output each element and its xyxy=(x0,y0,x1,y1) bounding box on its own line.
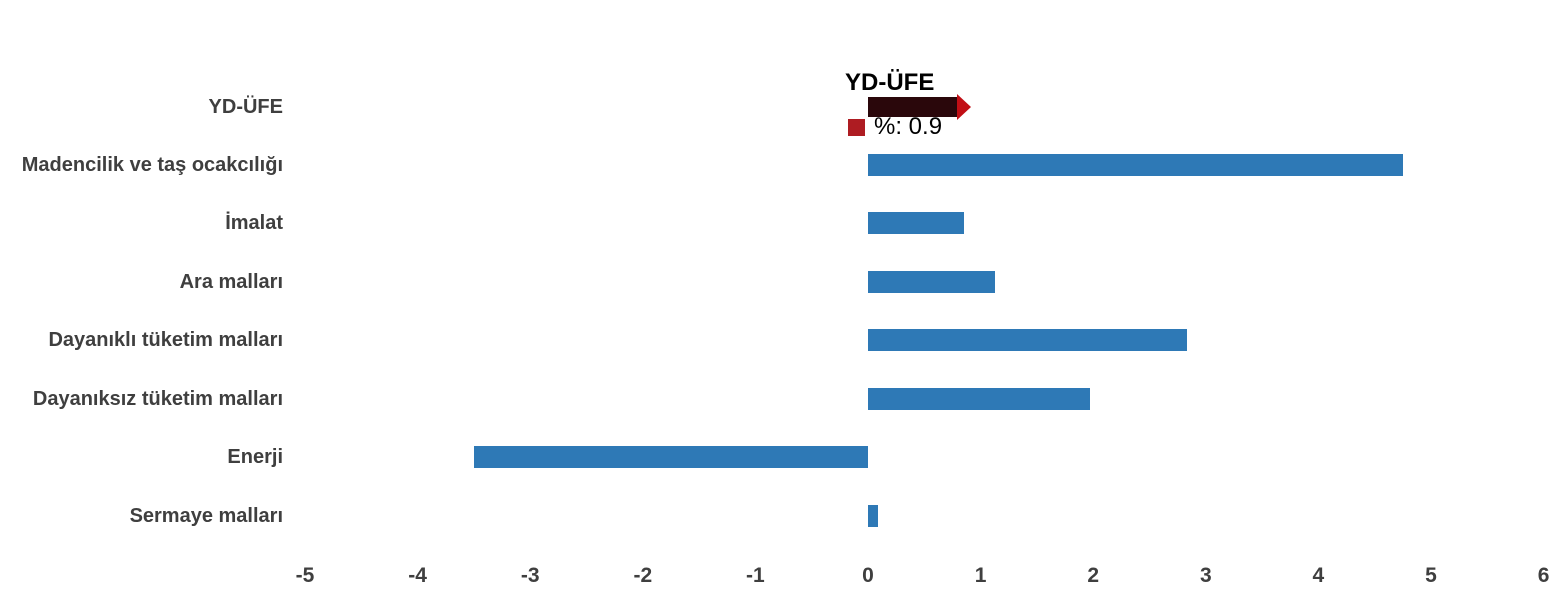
data-bar[interactable] xyxy=(868,212,964,235)
x-tick-label: -5 xyxy=(295,564,315,587)
category-label: Enerji xyxy=(227,446,283,469)
category-label: Ara malları xyxy=(179,270,283,293)
data-bar[interactable] xyxy=(868,329,1187,352)
x-tick-label: -4 xyxy=(408,564,427,587)
bar-arrowhead-icon xyxy=(957,93,972,120)
category-label: Madencilik ve taş ocakcılığı xyxy=(21,153,283,176)
category-label: Dayanıksız tüketim malları xyxy=(32,387,283,410)
tooltip-value: %: 0.9 xyxy=(874,113,943,140)
x-tick-label: 3 xyxy=(1199,564,1212,587)
x-tick-label: 2 xyxy=(1087,564,1100,587)
data-bar[interactable] xyxy=(868,504,879,527)
category-label: YD-ÜFE xyxy=(208,95,283,118)
x-tick-label: -3 xyxy=(520,564,540,587)
category-label: İmalat xyxy=(225,212,283,235)
data-bar[interactable] xyxy=(868,270,996,293)
data-bar[interactable] xyxy=(473,446,868,469)
x-tick-label: -1 xyxy=(746,564,765,587)
series-marker-icon xyxy=(848,118,865,136)
category-label: Sermaye malları xyxy=(129,504,283,527)
x-tick-label: -2 xyxy=(633,564,653,587)
tooltip-title: YD-ÜFE xyxy=(845,69,935,96)
category-label: Dayanıklı tüketim malları xyxy=(48,329,283,352)
x-tick-label: 6 xyxy=(1537,564,1550,587)
data-bar[interactable] xyxy=(868,387,1090,410)
x-tick-label: 4 xyxy=(1312,564,1325,587)
x-tick-label: 1 xyxy=(974,564,987,587)
tooltip: YD-ÜFE %: 0.9 xyxy=(845,69,942,140)
data-bar[interactable] xyxy=(868,153,1403,176)
x-tick-label: 0 xyxy=(862,564,874,587)
highlighted-data-bar[interactable] xyxy=(868,96,958,117)
tooltip-value-row: %: 0.9 xyxy=(848,114,942,140)
x-tick-label: 5 xyxy=(1425,564,1437,587)
